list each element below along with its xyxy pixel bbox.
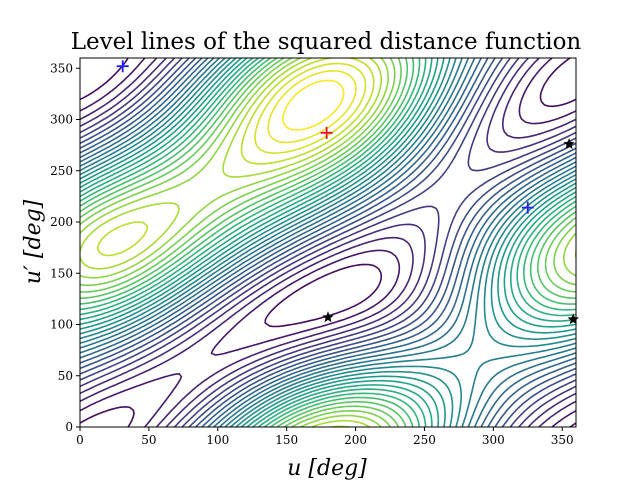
contour-level: [282, 79, 345, 131]
contour-level: [80, 58, 576, 427]
x-axis-label: u [deg]: [287, 456, 367, 480]
contour-level: [80, 58, 576, 427]
maximum-marker: [320, 126, 333, 139]
contour-lines: [80, 58, 576, 427]
minimum-marker: [116, 60, 129, 73]
contour-level: [267, 70, 357, 144]
y-tick-label: 250: [50, 164, 73, 178]
contour-level: [80, 58, 576, 427]
contour-level: [80, 58, 576, 427]
x-tick-label: 200: [344, 433, 367, 447]
contour-level: [80, 58, 576, 427]
plot-frame: [79, 57, 577, 428]
minimum-marker: [521, 201, 534, 214]
x-tick-label: 250: [413, 433, 436, 447]
contour-level: [254, 62, 367, 154]
x-tick-label: 350: [551, 433, 574, 447]
contour-level: [80, 58, 576, 427]
saddle-marker: [322, 311, 334, 323]
y-tick-label: 300: [50, 113, 73, 127]
contour-level: [80, 58, 576, 427]
contour-level: [80, 58, 576, 427]
y-tick-label: 0: [65, 420, 73, 434]
y-tick-label: 50: [58, 369, 73, 383]
x-tick-label: 0: [76, 433, 84, 447]
contour-level: [80, 58, 576, 427]
saddle-marker: [567, 313, 579, 325]
y-tick-label: 200: [50, 215, 73, 229]
contour-level: [80, 58, 576, 427]
y-axis-label: u′ [deg]: [21, 199, 46, 284]
y-axis-ticks: 0 50 100 150 200 250 300 350: [50, 61, 80, 434]
x-tick-label: 100: [206, 433, 229, 447]
contour-level: [80, 58, 576, 427]
contour-level: [80, 58, 576, 427]
chart-title: Level lines of the squared distance func…: [71, 29, 582, 55]
x-tick-label: 50: [141, 433, 156, 447]
contour-level: [80, 58, 576, 427]
saddle-marker: [563, 138, 575, 149]
y-tick-label: 100: [50, 318, 73, 332]
critical-point-markers: [116, 60, 579, 325]
x-tick-label: 300: [482, 433, 505, 447]
x-axis-ticks: 0 50 100 150 200 250 300 350: [76, 427, 574, 447]
y-tick-label: 150: [50, 266, 73, 280]
contour-level: [80, 58, 576, 427]
contour-level: [80, 58, 576, 427]
contour-level: [80, 58, 576, 427]
y-tick-label: 350: [50, 61, 73, 75]
x-tick-label: 150: [275, 433, 298, 447]
